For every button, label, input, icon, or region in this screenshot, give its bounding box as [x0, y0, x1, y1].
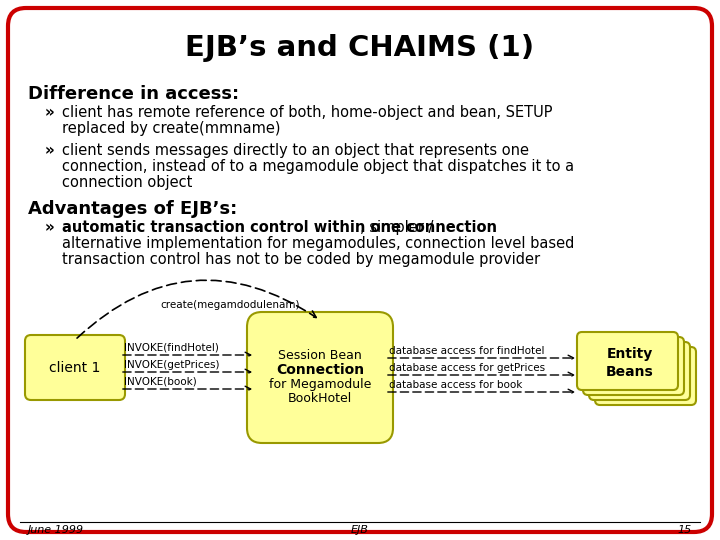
Text: »: » — [45, 105, 55, 120]
Text: 15: 15 — [678, 525, 692, 535]
FancyArrowPatch shape — [77, 280, 316, 338]
Text: EJB: EJB — [351, 525, 369, 535]
Text: create(megamdodulenam): create(megamdodulenam) — [160, 300, 300, 310]
FancyArrowPatch shape — [123, 352, 251, 358]
FancyBboxPatch shape — [8, 8, 712, 532]
Text: INVOKE(getPrices): INVOKE(getPrices) — [124, 360, 220, 370]
FancyArrowPatch shape — [123, 386, 251, 392]
Text: replaced by create(mmname): replaced by create(mmname) — [62, 121, 281, 136]
Text: database access for getPrices: database access for getPrices — [389, 363, 545, 373]
FancyBboxPatch shape — [577, 332, 678, 390]
FancyArrowPatch shape — [388, 389, 574, 395]
Text: BookHotel: BookHotel — [288, 392, 352, 405]
Text: »: » — [45, 143, 55, 158]
Text: Entity
Beans: Entity Beans — [606, 347, 653, 379]
Text: client sends messages directly to an object that represents one: client sends messages directly to an obj… — [62, 143, 529, 158]
Text: database access for findHotel: database access for findHotel — [389, 346, 544, 356]
Text: »: » — [45, 220, 55, 235]
FancyBboxPatch shape — [583, 337, 684, 395]
FancyBboxPatch shape — [589, 342, 690, 400]
FancyArrowPatch shape — [388, 372, 574, 378]
FancyArrowPatch shape — [388, 355, 574, 361]
Text: Session Bean: Session Bean — [278, 349, 362, 362]
FancyBboxPatch shape — [25, 335, 125, 400]
Text: Advantages of EJB’s:: Advantages of EJB’s: — [28, 200, 238, 218]
Text: alternative implementation for megamodules, connection level based: alternative implementation for megamodul… — [62, 236, 575, 251]
Text: database access for book: database access for book — [389, 380, 523, 390]
Text: client has remote reference of both, home-object and bean, SETUP: client has remote reference of both, hom… — [62, 105, 552, 120]
FancyArrowPatch shape — [123, 369, 251, 375]
Text: client 1: client 1 — [49, 361, 101, 375]
Text: Difference in access:: Difference in access: — [28, 85, 239, 103]
Text: connection object: connection object — [62, 175, 192, 190]
Text: Connection: Connection — [276, 362, 364, 376]
Text: INVOKE(findHotel): INVOKE(findHotel) — [124, 343, 219, 353]
FancyBboxPatch shape — [247, 312, 393, 443]
Text: connection, instead of to a megamodule object that dispatches it to a: connection, instead of to a megamodule o… — [62, 159, 574, 174]
Text: transaction control has not to be coded by megamodule provider: transaction control has not to be coded … — [62, 252, 540, 267]
Text: June 1999: June 1999 — [28, 525, 84, 535]
Text: EJB’s and CHAIMS (1): EJB’s and CHAIMS (1) — [186, 34, 534, 62]
FancyBboxPatch shape — [595, 347, 696, 405]
Text: automatic transaction control within one connection: automatic transaction control within one… — [62, 220, 497, 235]
Text: INVOKE(book): INVOKE(book) — [124, 377, 197, 387]
Text: , simpler /: , simpler / — [360, 220, 433, 235]
Text: for Megamodule: for Megamodule — [269, 378, 372, 391]
